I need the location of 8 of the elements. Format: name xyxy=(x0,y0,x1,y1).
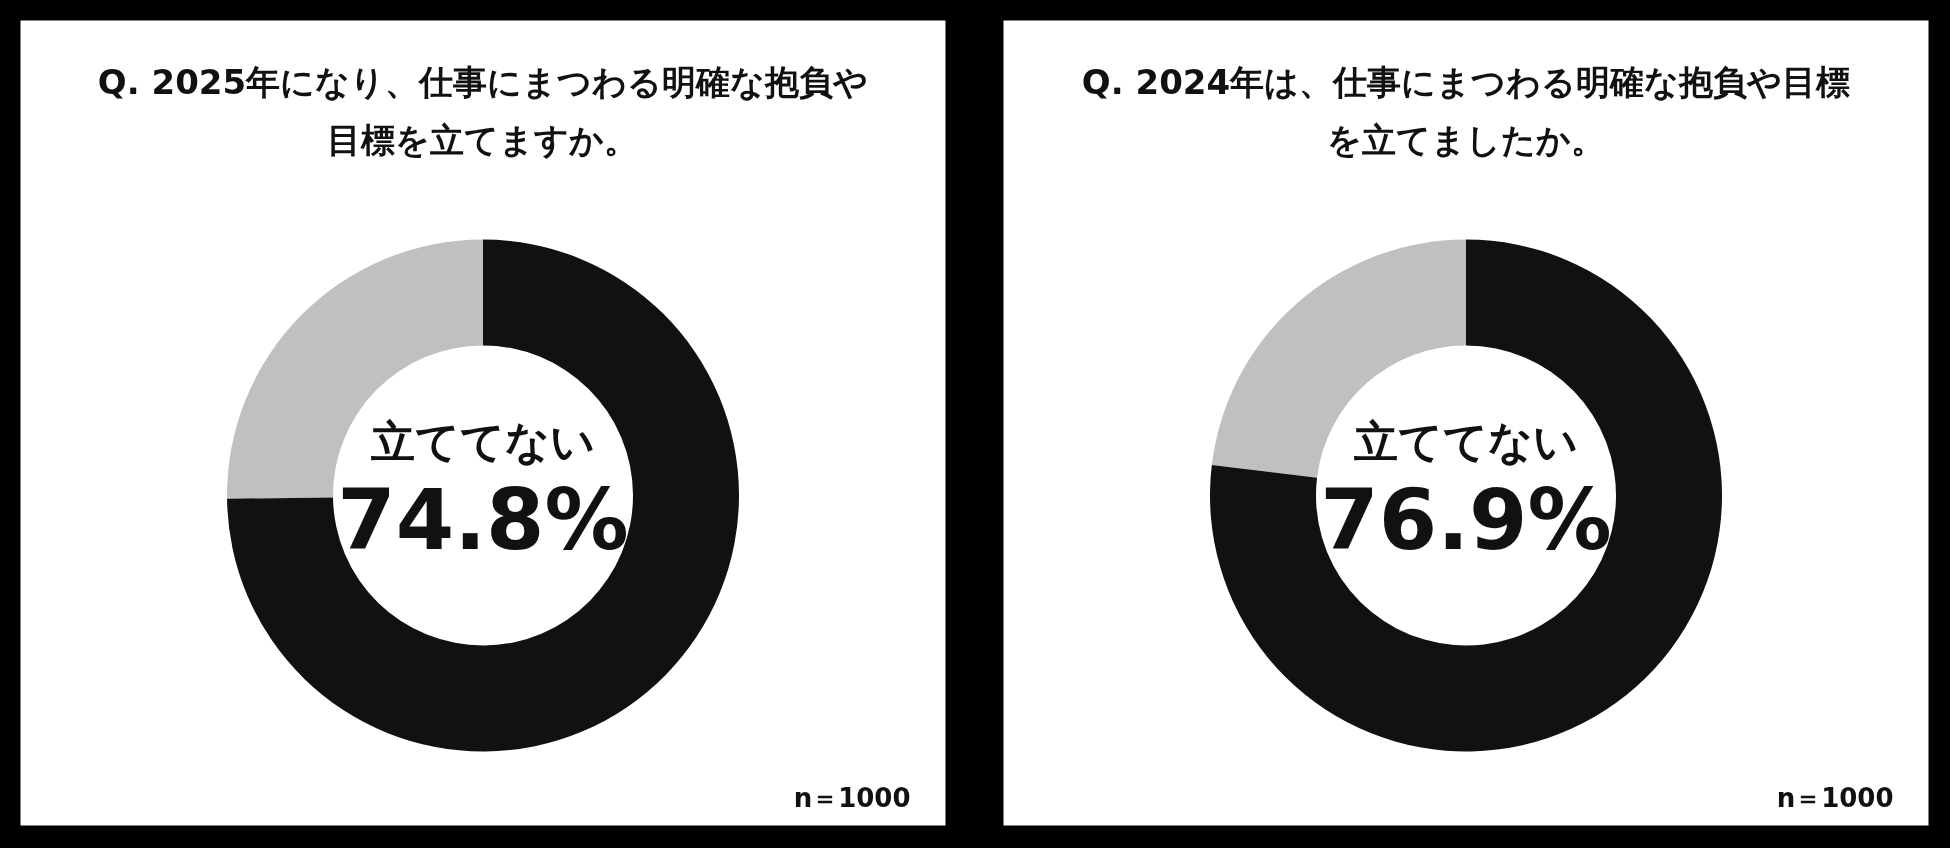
data-label: 76.9% xyxy=(1320,470,1612,569)
slice-label: 立ててない xyxy=(370,416,595,467)
text: n＝1000 xyxy=(793,782,911,813)
chart-title: Q. 2024年は、仕事にまつわる明確な抱負や目標を立てましたか。 xyxy=(1081,61,1851,160)
text: n＝1000 xyxy=(1776,782,1894,813)
slice-label: 立ててない xyxy=(1353,416,1578,467)
data-label: 74.8% xyxy=(337,470,629,569)
chart-title: Q. 2025年になり、仕事にまつわる明確な抱負や目標を立てますか。 xyxy=(97,61,869,160)
